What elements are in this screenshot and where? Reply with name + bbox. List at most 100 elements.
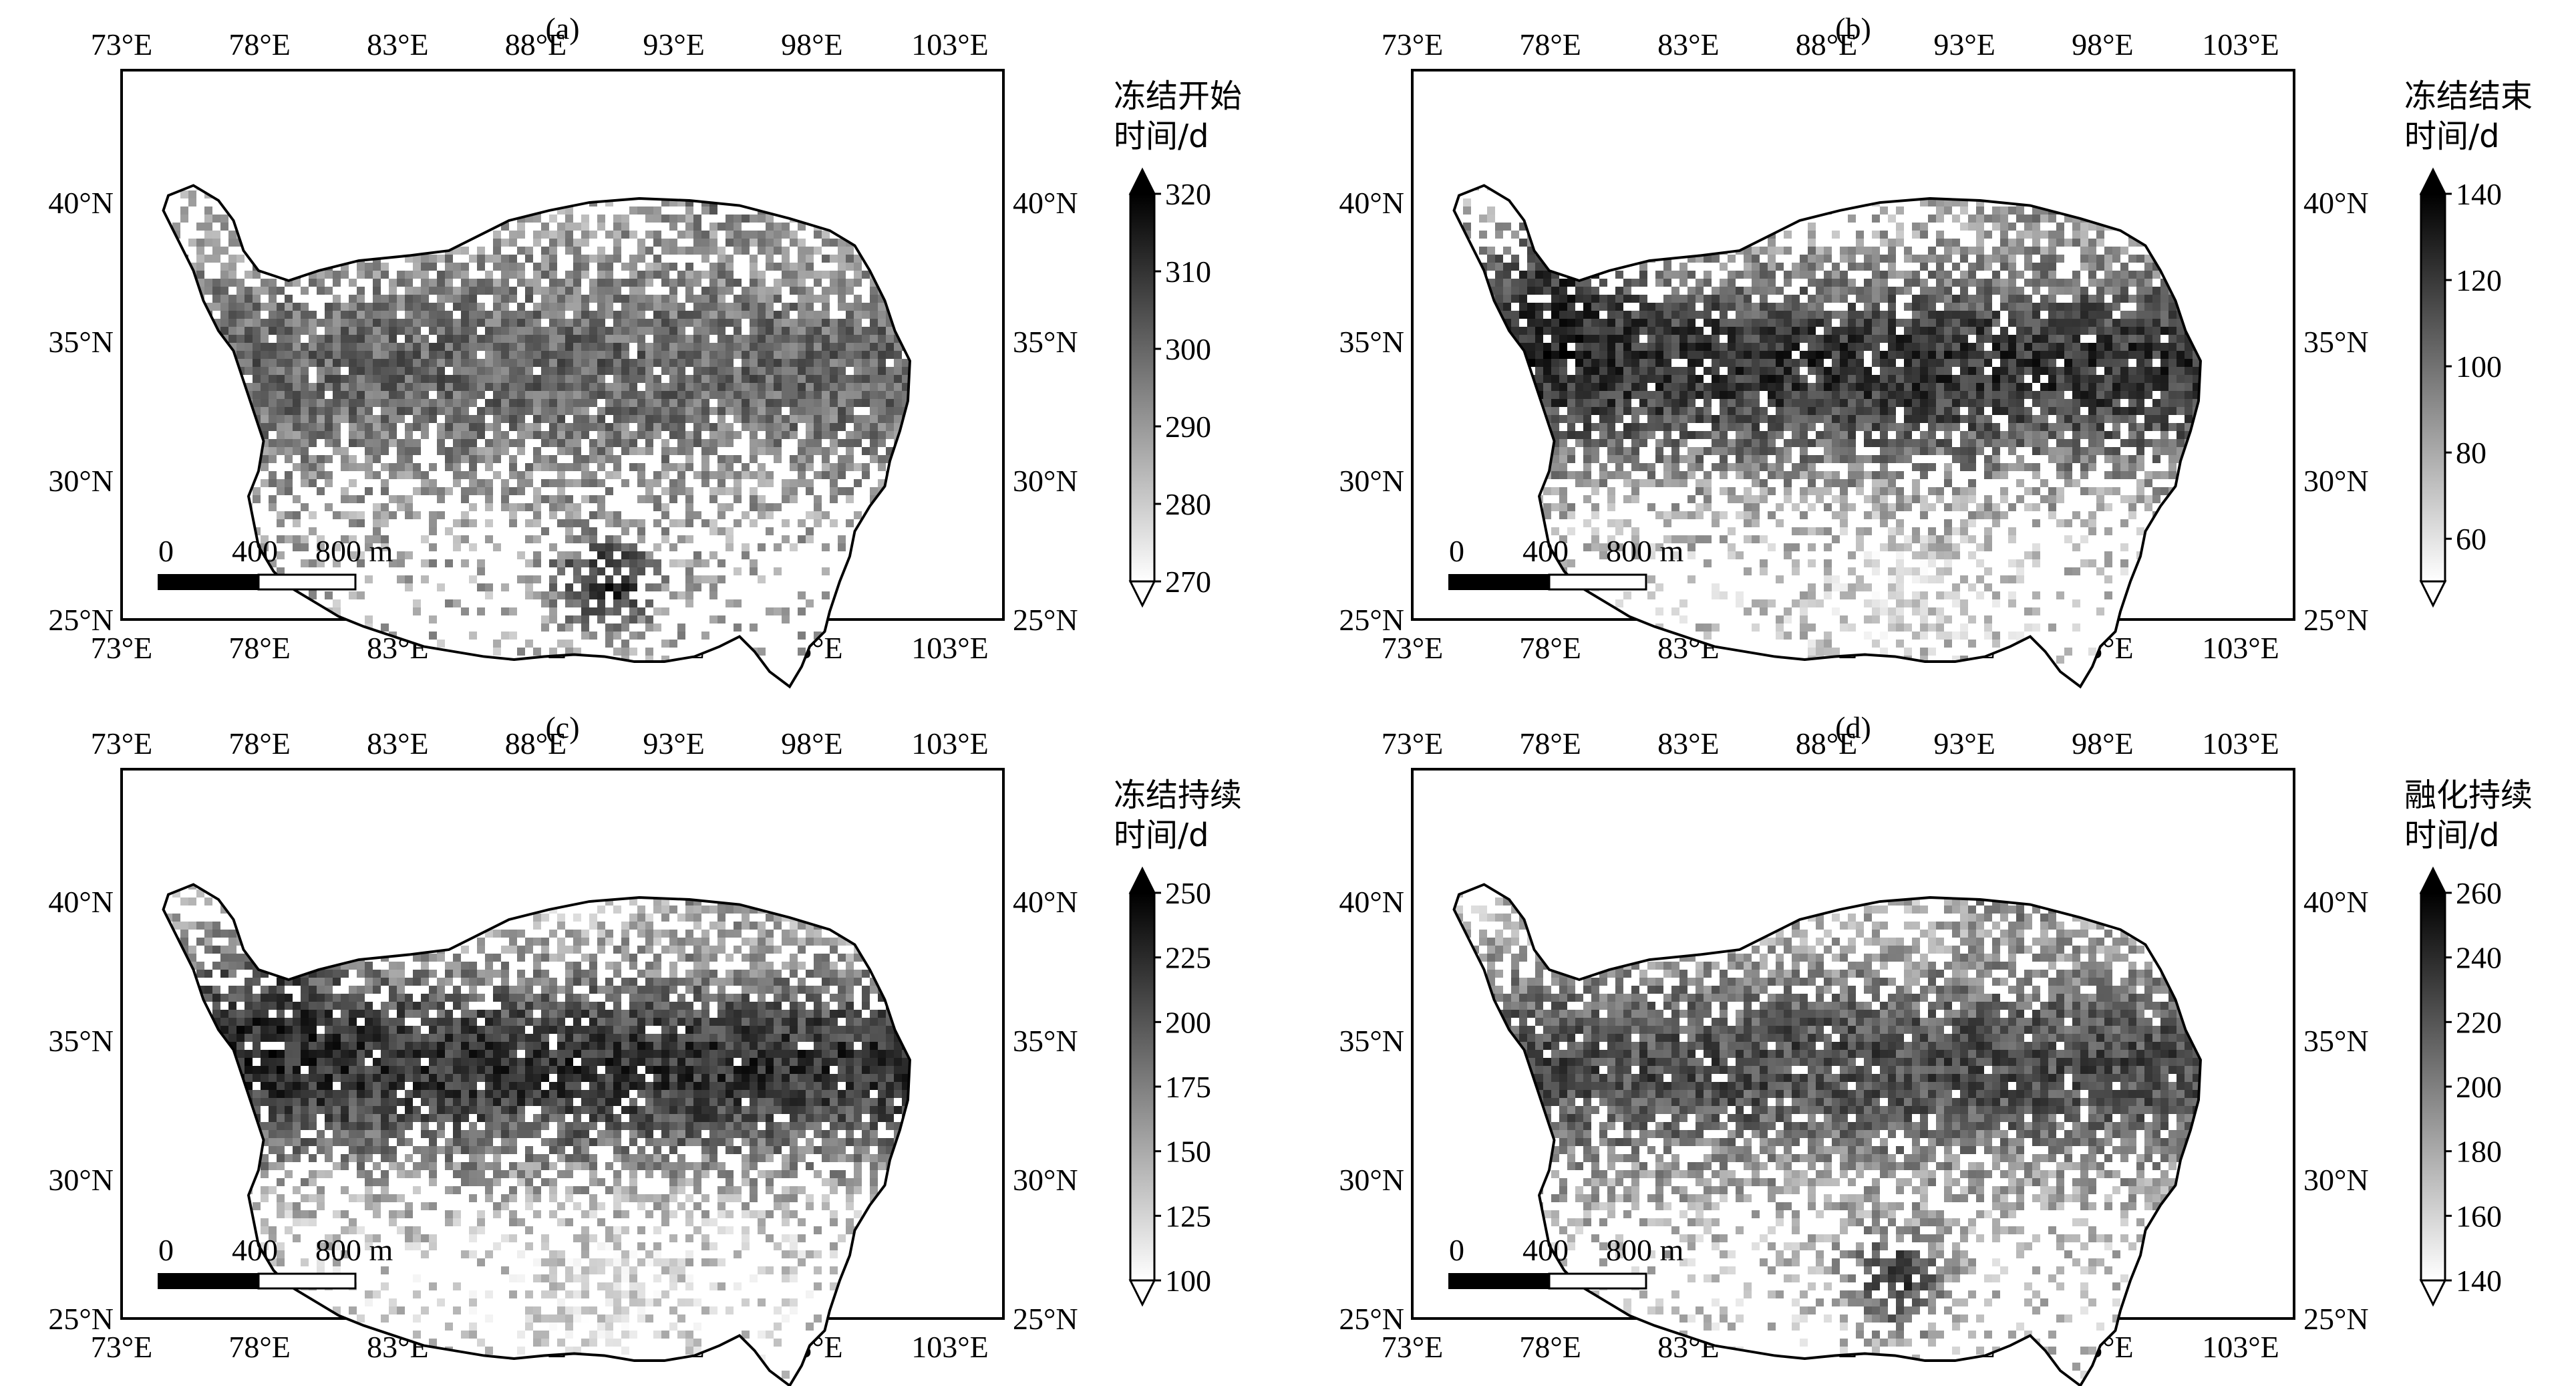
raster-cell — [1744, 271, 1752, 279]
raster-cell — [629, 583, 637, 591]
raster-cell — [1495, 279, 1503, 287]
raster-cell — [389, 463, 397, 471]
raster-cell — [846, 495, 854, 503]
raster-cell — [822, 255, 830, 263]
raster-cell — [269, 287, 277, 295]
raster-cell — [557, 343, 565, 351]
raster-cell — [389, 311, 397, 319]
raster-cell — [621, 615, 629, 623]
raster-cell — [357, 343, 365, 351]
raster-cell — [285, 455, 293, 463]
raster-cell — [613, 559, 621, 567]
raster-cell — [573, 319, 581, 327]
raster-cell — [629, 271, 637, 279]
raster-cell — [565, 463, 573, 471]
raster-cell — [798, 263, 806, 271]
raster-cell — [1936, 215, 1944, 223]
raster-cell — [509, 391, 517, 399]
raster-cell — [589, 527, 597, 535]
raster-cell — [589, 423, 597, 431]
raster-cell — [653, 567, 661, 575]
lon-tick-label-bottom: 78°E — [1519, 631, 1581, 665]
raster-cell — [437, 423, 445, 431]
raster-cell — [822, 311, 830, 319]
raster-cell — [726, 303, 734, 311]
raster-cell — [669, 367, 677, 375]
raster-cell — [613, 359, 621, 367]
raster-cell — [349, 648, 357, 656]
raster-cell — [701, 367, 709, 375]
raster-cell — [341, 335, 349, 343]
raster-cell — [277, 343, 285, 351]
raster-cell — [533, 503, 541, 511]
raster-cell — [365, 455, 373, 463]
raster-cell — [2096, 303, 2104, 311]
raster-cell — [2080, 247, 2088, 255]
raster-cell — [397, 415, 405, 423]
raster-cell — [1928, 198, 1936, 206]
raster-cell — [517, 263, 525, 271]
raster-cell — [790, 359, 798, 367]
raster-cell — [445, 383, 453, 391]
raster-cell — [317, 287, 325, 295]
raster-cell — [717, 399, 726, 407]
raster-cell — [621, 383, 629, 391]
lon-tick-label-top: 83°E — [1657, 27, 1720, 61]
raster-cell — [317, 415, 325, 423]
raster-cell — [709, 527, 717, 535]
raster-cell — [413, 487, 421, 495]
raster-cell — [333, 447, 341, 455]
raster-cell — [701, 375, 709, 383]
raster-cell — [621, 223, 629, 231]
raster-cell — [220, 279, 228, 287]
raster-cell — [726, 599, 734, 607]
raster-cell — [629, 295, 637, 303]
raster-cell — [341, 399, 349, 407]
raster-cell — [285, 487, 293, 495]
raster-cell — [453, 399, 461, 407]
raster-cell — [637, 399, 645, 407]
raster-cell — [653, 327, 661, 335]
raster-cell — [613, 439, 621, 447]
raster-cell — [862, 463, 870, 471]
raster-cell — [445, 279, 453, 287]
raster-cell — [1952, 279, 1960, 287]
raster-cell — [790, 279, 798, 287]
raster-cell — [605, 391, 613, 399]
raster-cell — [549, 335, 557, 343]
raster-cell — [228, 335, 236, 343]
raster-cell — [293, 279, 301, 287]
raster-cell — [485, 383, 493, 391]
raster-cell — [830, 255, 838, 263]
raster-cell — [629, 367, 637, 375]
raster-cell — [677, 367, 685, 375]
raster-cell — [669, 327, 677, 335]
raster-cell — [429, 615, 437, 623]
raster-cell — [2056, 303, 2064, 311]
raster-cell — [806, 335, 814, 343]
raster-cell — [277, 335, 285, 343]
raster-cell — [589, 543, 597, 551]
raster-cell — [1463, 223, 1471, 231]
raster-cell — [613, 327, 621, 335]
raster-cell — [854, 303, 862, 311]
raster-cell — [204, 648, 212, 656]
raster-cell — [421, 351, 429, 359]
raster-cell — [1535, 311, 1543, 319]
raster-cell — [269, 439, 277, 447]
raster-cell — [565, 615, 573, 623]
raster-cell — [405, 327, 413, 335]
raster-cell — [894, 359, 902, 367]
raster-cell — [228, 239, 236, 247]
raster-cell — [1535, 279, 1543, 287]
raster-cell — [2072, 287, 2080, 295]
raster-cell — [621, 391, 629, 399]
raster-cell — [790, 319, 798, 327]
raster-cell — [1768, 303, 1776, 311]
raster-cell — [605, 511, 613, 519]
raster-cell — [750, 415, 758, 423]
raster-cell — [429, 343, 437, 351]
raster-cell — [180, 215, 188, 223]
raster-cell — [878, 439, 886, 447]
raster-cell — [325, 311, 333, 319]
